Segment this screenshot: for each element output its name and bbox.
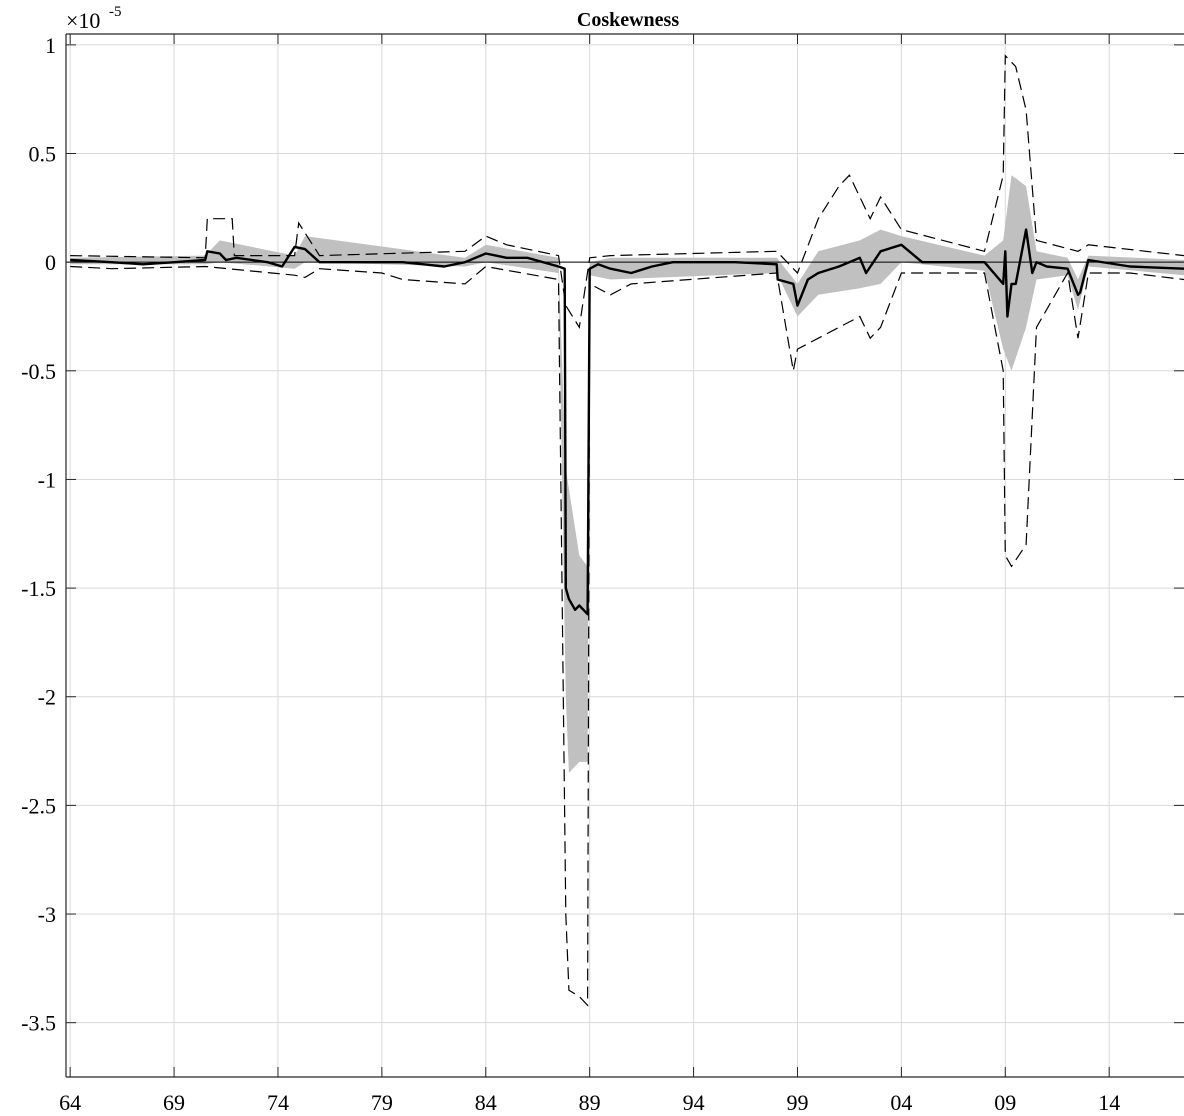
y-exponent-base: ×10 [66,8,100,33]
tick-labels: 64 69 74 79 84 89 94 99 04 09 14 1 0.5 0 -0.5 -1 -1.5 -2 -… [21,33,1120,1115]
x-tick-label-9: 09 [994,1090,1016,1115]
bound-lower-line [70,265,1184,1007]
y-tick-label-4: -1 [38,467,56,492]
x-tick-label-4: 84 [475,1090,497,1115]
y-tick-label-2: 0 [45,250,56,275]
y-tick-label-6: -2 [38,685,56,710]
estimate-series [70,228,1184,616]
axis-ticks [66,34,1184,1077]
x-tick-label-1: 69 [163,1090,185,1115]
x-tick-label-7: 99 [786,1090,808,1115]
y-tick-label-5: -1.5 [21,576,56,601]
x-tick-label-8: 04 [890,1090,912,1115]
x-tick-label-6: 94 [683,1090,705,1115]
y-tick-label-9: -3.5 [21,1011,56,1036]
x-tick-label-2: 74 [267,1090,289,1115]
y-tick-label-0: 1 [45,33,56,58]
axes-frame [65,33,1184,1078]
x-tick-label-5: 89 [579,1090,601,1115]
estimate-line [70,228,1184,616]
y-tick-label-3: -0.5 [21,359,56,384]
x-tick-label-0: 64 [59,1090,81,1115]
x-tick-label-10: 14 [1098,1090,1120,1115]
confidence-band [70,175,1184,773]
bound-upper-line [70,54,1184,330]
x-tick-label-3: 79 [371,1090,393,1115]
y-exponent-power: -5 [109,4,122,20]
y-tick-label-1: 0.5 [29,142,57,167]
y-tick-label-7: -2.5 [21,793,56,818]
chart-title: Coskewness [577,9,679,31]
band-area [70,175,1184,773]
dashed-bounds [70,54,1184,1007]
y-tick-label-8: -3 [38,902,56,927]
